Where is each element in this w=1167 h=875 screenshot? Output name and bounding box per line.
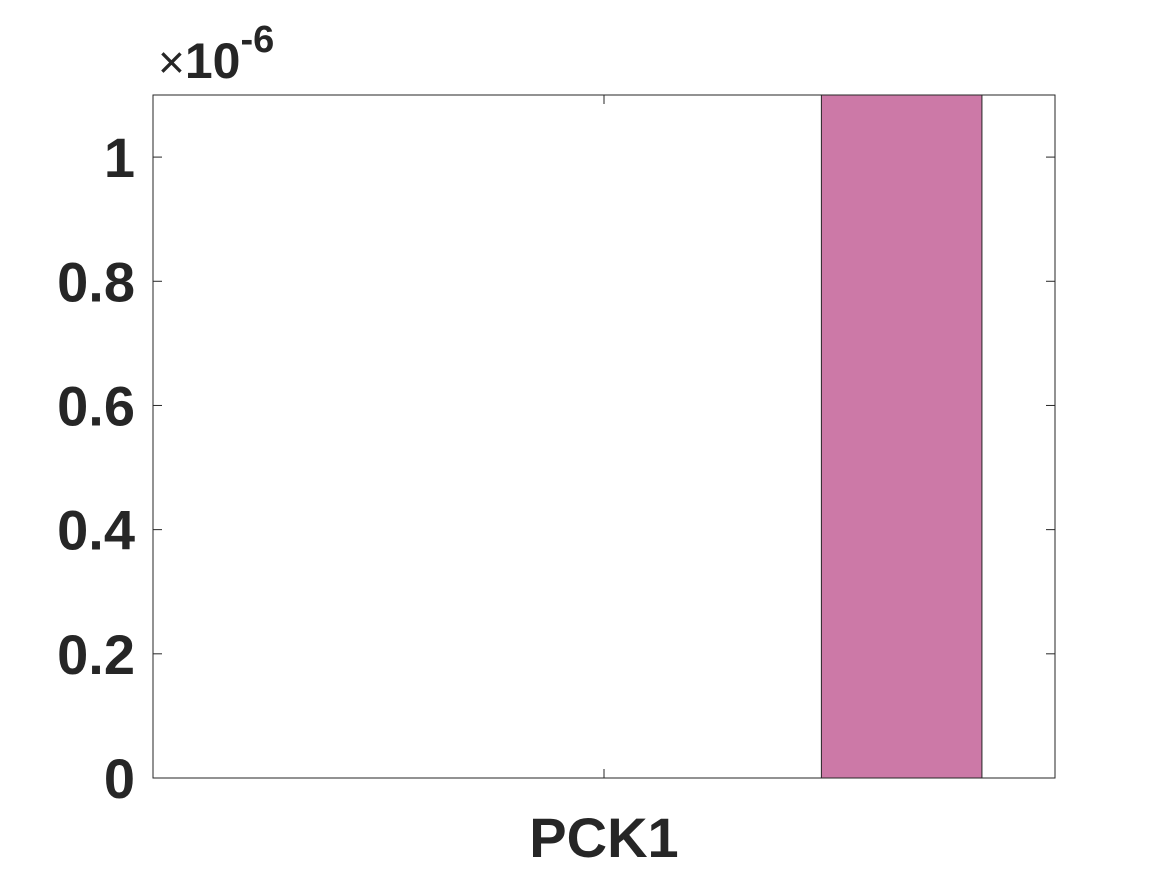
y-tick-label: 0.4 <box>57 499 135 562</box>
ticks-layer <box>153 95 1055 779</box>
y-tick-label: 0.8 <box>57 250 135 313</box>
bars-layer <box>820 94 983 779</box>
exp-power: -6 <box>241 19 275 61</box>
tick-labels-layer: 0 0.2 0.4 0.6 0.8 1 PCK1 <box>57 126 679 869</box>
y-tick-label: 0 <box>104 747 135 810</box>
y-tick-label: 0.6 <box>57 374 135 437</box>
exp-times-symbol: × <box>158 36 185 88</box>
y-tick-label: 0.2 <box>57 623 135 686</box>
y-exponent-label: ×10-6 <box>158 19 274 89</box>
exp-base: 10 <box>185 33 241 89</box>
bar-pck1 <box>820 94 983 779</box>
y-tick-label: 1 <box>104 126 135 189</box>
x-tick-label: PCK1 <box>529 806 678 869</box>
